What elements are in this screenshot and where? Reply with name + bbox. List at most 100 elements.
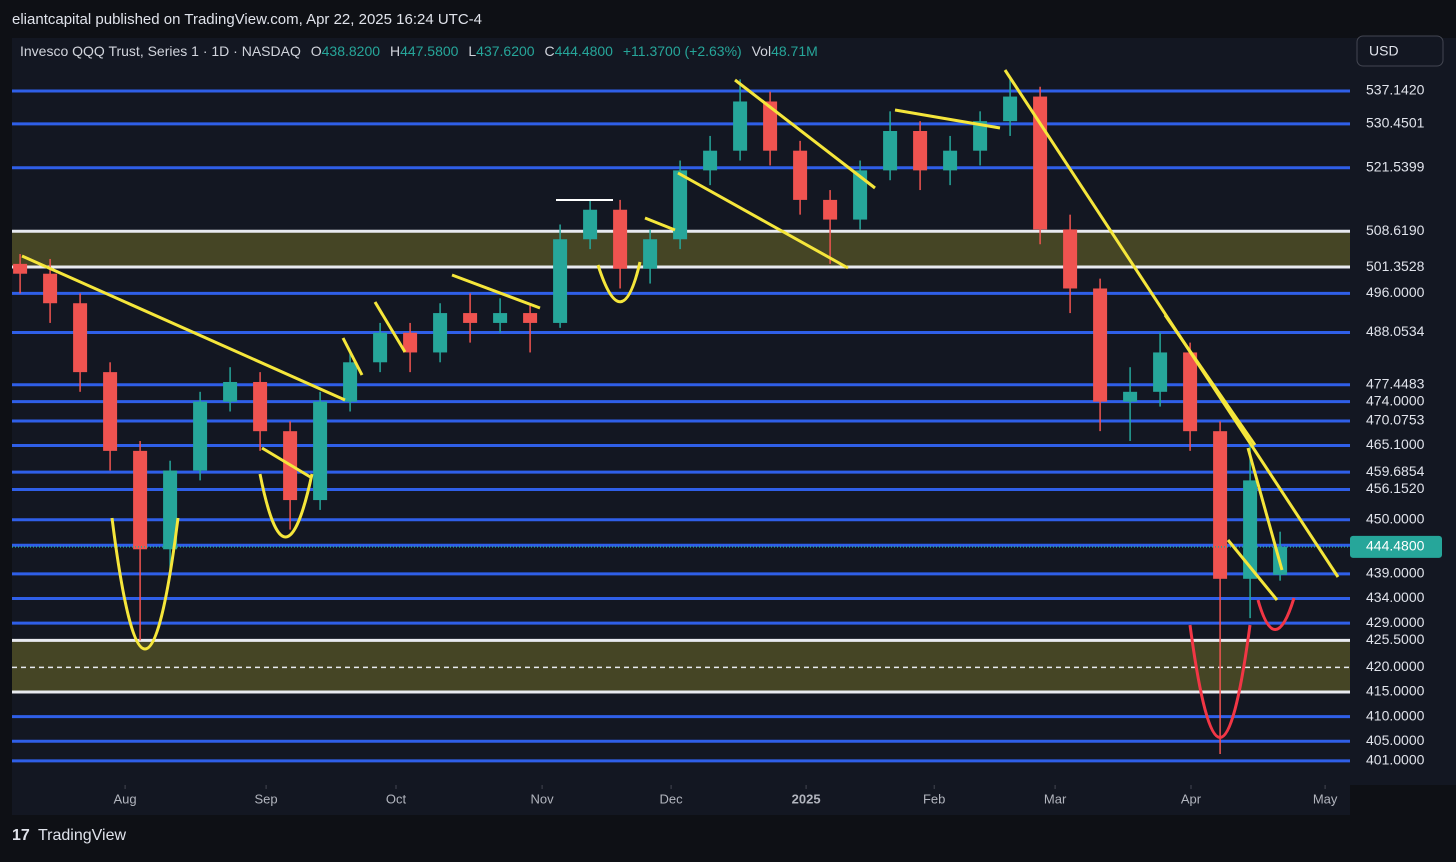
price-label: 477.4483 bbox=[1366, 375, 1425, 391]
l-value: 437.6200 bbox=[476, 43, 535, 59]
price-label: 425.5000 bbox=[1366, 631, 1425, 647]
x-tick-label: May bbox=[1313, 791, 1338, 806]
trend-line bbox=[21, 254, 346, 402]
c-label: C bbox=[544, 43, 554, 59]
u-curve bbox=[110, 517, 180, 651]
candle-body bbox=[673, 170, 688, 240]
c-value: 444.4800 bbox=[555, 43, 614, 59]
price-label: 508.6190 bbox=[1366, 222, 1425, 238]
price-label: 521.5399 bbox=[1366, 158, 1425, 174]
candle-body bbox=[793, 150, 808, 200]
candle-body bbox=[1183, 352, 1198, 432]
change: +11.3700 (+2.63%) bbox=[623, 43, 742, 59]
price-label: 429.0000 bbox=[1366, 614, 1425, 630]
price-label: 456.1520 bbox=[1366, 480, 1425, 496]
candle-body bbox=[1123, 391, 1138, 402]
h-value: 447.5800 bbox=[400, 43, 459, 59]
u-curve bbox=[1256, 597, 1296, 631]
trend-line bbox=[1163, 314, 1257, 446]
candle-body bbox=[163, 470, 178, 550]
trend-line bbox=[894, 108, 1001, 130]
x-tick-label: Apr bbox=[1181, 791, 1202, 806]
currency-button[interactable] bbox=[1356, 35, 1444, 67]
candle-body bbox=[313, 401, 328, 501]
currency[interactable]: USD bbox=[1369, 43, 1399, 59]
u-curve bbox=[258, 473, 314, 539]
candle-body bbox=[553, 239, 568, 323]
candle-body bbox=[463, 313, 478, 323]
trend-line bbox=[644, 216, 676, 232]
x-tick-label: 2025 bbox=[792, 791, 821, 806]
price-label: 474.0000 bbox=[1366, 392, 1425, 408]
x-tick-label: Feb bbox=[923, 791, 945, 806]
trend-line bbox=[261, 446, 313, 480]
x-tick-label: Oct bbox=[386, 791, 407, 806]
candle-body bbox=[133, 450, 148, 550]
candle-body bbox=[1243, 480, 1258, 579]
price-label: 465.1000 bbox=[1366, 436, 1425, 452]
candle-body bbox=[523, 313, 538, 323]
candle-body bbox=[1063, 229, 1078, 289]
candle-body bbox=[913, 131, 928, 171]
candle-body bbox=[1213, 431, 1228, 579]
price-label: 488.0534 bbox=[1366, 323, 1425, 339]
price-axis bbox=[1350, 38, 1456, 785]
candle-body bbox=[253, 381, 268, 432]
candle-body bbox=[703, 150, 718, 171]
trend-line bbox=[734, 78, 876, 190]
vol-value: 48.71M bbox=[771, 43, 818, 59]
x-tick-label: Nov bbox=[531, 791, 555, 806]
candle-body bbox=[763, 101, 778, 151]
candle-body bbox=[643, 239, 658, 269]
publisher: eliantcapital published on TradingView.c… bbox=[12, 11, 482, 28]
o-label: O bbox=[311, 43, 322, 59]
candle-body bbox=[433, 313, 448, 353]
candle-body bbox=[583, 209, 598, 240]
trend-line bbox=[677, 171, 849, 270]
candle-body bbox=[973, 121, 988, 151]
candle-body bbox=[373, 332, 388, 363]
drawings bbox=[21, 69, 1340, 739]
time-axis bbox=[12, 785, 1350, 815]
vol-label: Vol bbox=[752, 43, 771, 59]
h-label: H bbox=[390, 43, 400, 59]
candle-body bbox=[1093, 288, 1108, 402]
o-value: 438.8200 bbox=[322, 43, 381, 59]
candle-body bbox=[223, 381, 238, 402]
candle-body bbox=[613, 209, 628, 269]
trend-line bbox=[451, 273, 541, 310]
candle-body bbox=[1153, 352, 1168, 392]
u-curve bbox=[596, 261, 642, 304]
trend-line bbox=[1246, 447, 1284, 571]
candle-body bbox=[493, 313, 508, 323]
logo: 17 bbox=[12, 827, 30, 844]
last-price-label: 444.4800 bbox=[1366, 538, 1425, 554]
price-label: 450.0000 bbox=[1366, 510, 1425, 526]
candle-body bbox=[403, 332, 418, 353]
price-label: 470.0753 bbox=[1366, 412, 1425, 428]
x-tick-label: Mar bbox=[1044, 791, 1067, 806]
candle-body bbox=[883, 131, 898, 171]
candle-body bbox=[73, 303, 88, 373]
price-label: 405.0000 bbox=[1366, 732, 1425, 748]
price-label: 537.1420 bbox=[1366, 82, 1425, 98]
price-label: 459.6854 bbox=[1366, 463, 1425, 479]
candle-body bbox=[343, 362, 358, 402]
trend-line bbox=[373, 301, 407, 353]
price-label: 415.0000 bbox=[1366, 683, 1425, 699]
price-label: 420.0000 bbox=[1366, 658, 1425, 674]
price-label: 401.0000 bbox=[1366, 752, 1425, 768]
last-price-box bbox=[1350, 535, 1442, 558]
x-tick-label: Aug bbox=[114, 791, 137, 806]
zone bbox=[12, 640, 1350, 692]
candle-body bbox=[823, 199, 838, 220]
price-label: 501.3528 bbox=[1366, 258, 1425, 274]
x-tick-label: Dec bbox=[660, 791, 684, 806]
u-curve bbox=[1188, 624, 1252, 739]
price-label: 530.4501 bbox=[1366, 115, 1425, 131]
price-label: 496.0000 bbox=[1366, 284, 1425, 300]
candle-body bbox=[853, 170, 868, 220]
symbol: Invesco QQQ Trust, Series 1 · 1D · NASDA… bbox=[20, 43, 301, 59]
